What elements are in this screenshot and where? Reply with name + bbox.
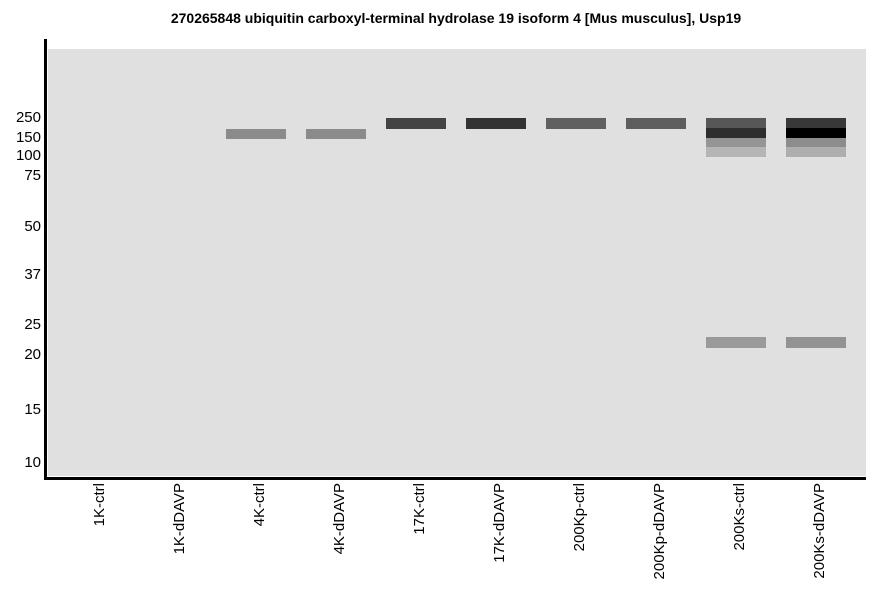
- figure-title: 270265848 ubiquitin carboxyl-terminal hy…: [170, 10, 742, 26]
- lane-label: 4K-dDAVP: [331, 483, 348, 555]
- lane-label: 1K-ctrl: [91, 483, 108, 527]
- y-tick-label: 15: [24, 401, 41, 418]
- gel-band: [786, 337, 846, 348]
- lane-label: 200Kp-dDAVP: [651, 483, 668, 580]
- y-tick-label: 150: [15, 128, 41, 146]
- y-tick-label: 75: [24, 167, 41, 184]
- gel-band: [786, 127, 846, 138]
- gel-band: [706, 337, 766, 348]
- gel-band: [706, 117, 766, 128]
- y-tick-label: 100: [15, 147, 41, 164]
- gel-band: [626, 118, 686, 129]
- y-tick-label: 37: [24, 266, 41, 283]
- lane-label: 200Ks-ctrl: [731, 483, 748, 551]
- lane-label: 4K-ctrl: [251, 483, 268, 527]
- gel-band: [786, 147, 846, 157]
- lane-label: 200Ks-dDAVP: [811, 483, 828, 579]
- y-tick-label: 20: [24, 346, 41, 363]
- gel-band: [706, 147, 766, 157]
- gel-band: [546, 118, 606, 129]
- gel-band: [306, 128, 366, 139]
- lane-label: 17K-ctrl: [411, 483, 428, 535]
- y-tick-label: 50: [24, 218, 41, 235]
- gel-band: [786, 117, 846, 128]
- plot-area: [48, 49, 866, 476]
- gel-band: [786, 137, 846, 147]
- gel-band: [226, 128, 286, 139]
- y-tick-label: 25: [24, 316, 41, 333]
- gel-band: [706, 127, 766, 138]
- x-axis-line: [44, 477, 866, 480]
- y-tick-label: 10: [24, 454, 41, 471]
- y-axis-line: [44, 39, 47, 480]
- lane-label: 200Kp-ctrl: [571, 483, 588, 552]
- lane-label: 1K-dDAVP: [171, 483, 188, 555]
- y-tick-label: 250: [15, 109, 41, 126]
- lane-label: 17K-dDAVP: [491, 483, 508, 563]
- gel-band: [466, 118, 526, 129]
- gel-band: [706, 137, 766, 147]
- gel-band: [386, 118, 446, 129]
